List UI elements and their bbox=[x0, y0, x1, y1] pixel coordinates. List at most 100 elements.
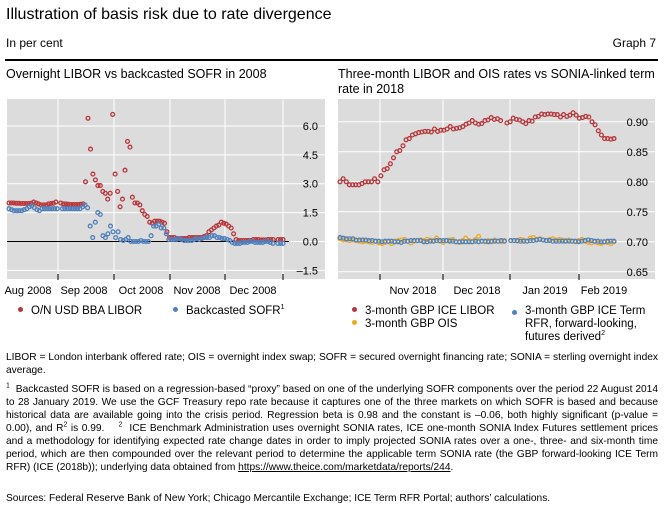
footnote-1-end: is 0.99. bbox=[67, 423, 105, 434]
data-point bbox=[229, 239, 235, 245]
data-point bbox=[434, 235, 440, 241]
data-point bbox=[218, 219, 224, 225]
data-point bbox=[201, 235, 207, 241]
data-point bbox=[611, 238, 617, 244]
data-point bbox=[257, 239, 263, 245]
left-y-tick-label: 0.0 bbox=[303, 236, 318, 248]
data-point bbox=[237, 240, 243, 246]
data-point bbox=[173, 236, 179, 243]
legend-item-gbp-ois: 3-month GBP OIS bbox=[352, 318, 457, 331]
legend-label: O/N USD BBA LIBOR bbox=[31, 305, 143, 317]
data-point bbox=[158, 225, 164, 231]
legend-item-term-rfr: 3-month GBP ICE Term RFR, forward-lookin… bbox=[512, 305, 664, 344]
right-y-tick-label: 0.75 bbox=[627, 207, 648, 219]
data-point bbox=[224, 236, 230, 243]
right-chart-title: Three-month LIBOR and OIS rates vs SONIA… bbox=[338, 67, 655, 96]
data-point bbox=[438, 127, 444, 133]
data-point bbox=[110, 229, 116, 235]
data-point bbox=[507, 119, 513, 125]
data-point bbox=[8, 200, 15, 206]
data-point bbox=[209, 233, 215, 239]
data-point bbox=[21, 207, 27, 213]
legend-item-libor: O/N USD BBA LIBOR bbox=[18, 305, 142, 318]
data-point bbox=[523, 121, 529, 127]
left-y-tick-label: –1.5 bbox=[297, 265, 318, 277]
data-point bbox=[340, 176, 346, 182]
footnote-2-end: . bbox=[450, 462, 454, 473]
data-point bbox=[479, 121, 485, 127]
data-point bbox=[191, 235, 197, 241]
data-point bbox=[171, 236, 177, 243]
data-point bbox=[337, 179, 343, 185]
data-point bbox=[107, 190, 113, 196]
data-point bbox=[82, 179, 89, 185]
data-point bbox=[95, 183, 101, 189]
left-x-tick-label: Oct 2008 bbox=[119, 285, 164, 297]
sources-note: Sources: Federal Reserve Bank of New Yor… bbox=[6, 493, 551, 504]
data-point bbox=[554, 112, 560, 118]
data-point bbox=[82, 202, 88, 208]
data-point bbox=[151, 223, 157, 229]
data-point bbox=[501, 238, 507, 244]
footnote-2-mark: 2 bbox=[118, 421, 123, 429]
data-point bbox=[6, 200, 12, 206]
data-point bbox=[390, 155, 397, 161]
data-point bbox=[567, 112, 573, 118]
data-point bbox=[129, 194, 135, 200]
data-point bbox=[45, 201, 52, 207]
legend-marker-icon bbox=[352, 320, 357, 326]
data-point bbox=[130, 238, 136, 245]
data-point bbox=[41, 206, 48, 212]
data-point bbox=[378, 173, 384, 179]
data-point bbox=[11, 208, 17, 214]
right-y-tick-label: 0.65 bbox=[627, 267, 648, 279]
data-point bbox=[350, 182, 356, 188]
data-point bbox=[69, 206, 75, 212]
page-title: Illustration of basis risk due to rate d… bbox=[6, 6, 332, 23]
data-point bbox=[372, 176, 378, 182]
data-point bbox=[85, 205, 91, 211]
data-point bbox=[48, 200, 54, 207]
data-point bbox=[368, 179, 375, 185]
data-point bbox=[181, 237, 187, 244]
data-point bbox=[265, 238, 271, 245]
data-point bbox=[8, 207, 15, 213]
right-x-tick-label: Nov 2018 bbox=[389, 285, 436, 297]
footnote-ref: 1 bbox=[280, 304, 285, 312]
data-point bbox=[161, 225, 167, 231]
data-point bbox=[485, 117, 491, 123]
right-y-tick-label: 0.80 bbox=[627, 177, 648, 189]
data-point bbox=[62, 206, 68, 212]
data-point bbox=[23, 200, 29, 207]
data-point bbox=[222, 236, 228, 242]
data-point bbox=[234, 240, 240, 246]
data-point bbox=[97, 183, 103, 189]
data-point bbox=[138, 237, 144, 244]
data-point bbox=[460, 124, 466, 130]
legend-item-gbp-libor: 3-month GBP ICE LIBOR bbox=[352, 305, 495, 318]
data-point bbox=[598, 132, 604, 138]
right-y-tick-label: 0.90 bbox=[627, 117, 648, 129]
data-point bbox=[105, 196, 111, 202]
unit-label: In per cent bbox=[6, 36, 63, 50]
data-point bbox=[21, 200, 27, 207]
footnote-ref: 2 bbox=[601, 330, 605, 338]
ice-reports-link[interactable]: https://www.theice.com/marketdata/report… bbox=[238, 462, 451, 473]
data-point bbox=[232, 240, 238, 246]
left-y-tick-label: 1.5 bbox=[303, 208, 318, 220]
data-point bbox=[466, 120, 472, 126]
data-point bbox=[260, 239, 266, 245]
graph-number: Graph 7 bbox=[612, 36, 656, 50]
data-point bbox=[247, 238, 253, 245]
header-rule bbox=[5, 59, 658, 61]
data-point bbox=[125, 235, 131, 241]
data-point bbox=[63, 201, 69, 207]
left-series-sofr bbox=[6, 202, 286, 246]
data-point bbox=[217, 235, 223, 241]
data-point bbox=[219, 236, 225, 242]
data-point bbox=[444, 126, 450, 132]
data-point bbox=[105, 231, 111, 237]
right-series-libor bbox=[337, 110, 617, 188]
data-point bbox=[161, 220, 168, 226]
data-point bbox=[375, 179, 381, 185]
